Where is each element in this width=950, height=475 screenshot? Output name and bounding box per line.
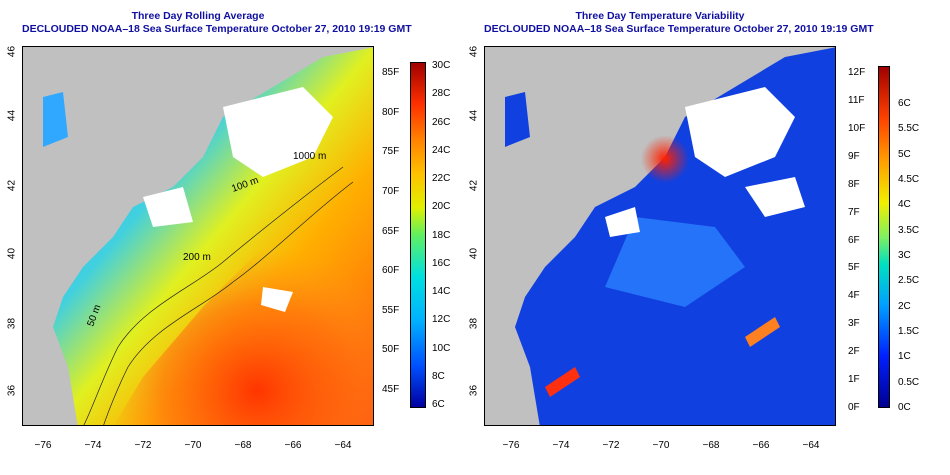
lon-label-66: −66 — [284, 440, 302, 451]
left-title-line2: DECLOUDED NOAA–18 Sea Surface Temperatur… — [22, 23, 412, 35]
colorbar-c-label: 26C — [432, 116, 451, 128]
colorbar-f-label: 70F — [382, 185, 400, 197]
colorbar-c-label: 4.5C — [898, 174, 920, 185]
colorbar-f-label: 50F — [382, 344, 400, 356]
lat-label-42: 42 — [468, 179, 480, 192]
cloud-mask — [605, 87, 805, 237]
colorbar-f-label: 1F — [848, 374, 860, 386]
colorbar-f-label: 12F — [848, 67, 866, 78]
colorbar-c-label: 8C — [432, 370, 445, 382]
lon-label-70: −70 — [184, 440, 202, 451]
colorbar-c-label: 20C — [432, 201, 451, 213]
colorbar-f-label: 75F — [382, 146, 400, 158]
colorbar-f-label: 3F — [848, 318, 860, 330]
colorbar-f-label: 6F — [848, 234, 860, 246]
lat-label-40: 40 — [6, 247, 18, 260]
colorbar-c-label: 5.5C — [898, 123, 920, 135]
lon-label-68: −68 — [702, 440, 720, 451]
colorbar-c-label: 10C — [432, 342, 451, 354]
colorbar-c-label: 4C — [898, 199, 911, 211]
right-title-line1: Three Day Temperature Variability — [575, 10, 745, 22]
lat-label-44: 44 — [6, 109, 18, 122]
sst-colorbar — [410, 62, 426, 408]
colorbar-f-label: 65F — [382, 225, 400, 237]
colorbar-f-label: 80F — [382, 106, 400, 118]
colorbar-f-label: 9F — [848, 150, 860, 162]
right-title-line2: DECLOUDED NOAA–18 Sea Surface Temperatur… — [484, 23, 874, 35]
colorbar-c-label: 6C — [898, 98, 911, 109]
lat-label-40: 40 — [468, 247, 480, 260]
cloud-mask — [143, 87, 333, 312]
colorbar-c-label: 3C — [898, 250, 911, 261]
colorbar-c-label: 1C — [898, 351, 911, 363]
left-title-line1: Three Day Rolling Average — [131, 10, 265, 22]
lat-label-38: 38 — [6, 317, 18, 330]
lon-label-68: −68 — [234, 440, 252, 451]
contour-label-1000m: 1000 m — [293, 151, 326, 162]
lon-label-76: −76 — [34, 440, 52, 451]
lon-label-74: −74 — [84, 440, 102, 451]
colorbar-f-label: 60F — [382, 265, 400, 277]
lon-label-72: −72 — [602, 440, 620, 451]
bathymetry-contours — [83, 166, 354, 425]
lat-label-46: 46 — [468, 45, 480, 58]
colorbar-c-label: 16C — [432, 257, 451, 269]
high-variability-hotspot — [625, 127, 705, 207]
colorbar-c-label: 18C — [432, 229, 451, 241]
colorbar-c-label: 24C — [432, 144, 451, 156]
variability-colorbar — [878, 66, 890, 408]
colorbar-c-label: 5C — [898, 148, 911, 160]
colorbar-c-label: 0.5C — [898, 376, 920, 388]
colorbar-c-label: 22C — [432, 173, 451, 184]
lon-label-72: −72 — [134, 440, 152, 451]
lon-label-76: −76 — [502, 440, 520, 451]
lat-label-36: 36 — [468, 384, 480, 397]
colorbar-f-label: 55F — [382, 304, 400, 316]
lat-label-42: 42 — [6, 179, 18, 192]
colorbar-c-label: 30C — [432, 60, 451, 71]
colorbar-c-label: 28C — [432, 88, 451, 100]
colorbar-f-label: 11F — [848, 94, 865, 106]
colorbar-f-label: 2F — [848, 346, 860, 358]
colorbar-c-label: 3.5C — [898, 224, 920, 236]
lat-label-46: 46 — [6, 45, 18, 58]
colorbar-f-label: 10F — [848, 122, 866, 134]
colorbar-c-label: 6C — [432, 399, 445, 410]
colorbar-c-label: 0C — [898, 402, 911, 413]
colorbar-f-label: 8F — [848, 178, 860, 190]
lat-label-36: 36 — [6, 384, 18, 397]
colorbar-f-label: 5F — [848, 262, 860, 274]
colorbar-f-label: 0F — [848, 402, 860, 413]
sst-average-map: 200 m 1000 m 50 m 100 m — [22, 46, 374, 426]
lat-label-44: 44 — [468, 109, 480, 122]
colorbar-c-label: 14C — [432, 286, 451, 297]
contour-label-200m: 200 m — [183, 252, 211, 263]
lon-label-64: −64 — [334, 440, 352, 451]
colorbar-c-label: 2C — [898, 300, 911, 312]
lon-label-70: −70 — [652, 440, 670, 451]
colorbar-c-label: 1.5C — [898, 326, 920, 337]
colorbar-f-label: 45F — [382, 384, 400, 395]
colorbar-f-label: 4F — [848, 290, 860, 302]
lat-label-38: 38 — [468, 317, 480, 330]
colorbar-c-label: 12C — [432, 314, 451, 326]
lon-label-64: −64 — [802, 440, 820, 451]
sst-variability-map — [484, 46, 836, 426]
colorbar-f-label: 7F — [848, 206, 860, 218]
colorbar-f-label: 85F — [382, 67, 400, 78]
colorbar-c-label: 2.5C — [898, 275, 920, 287]
lon-label-74: −74 — [552, 440, 570, 451]
lon-label-66: −66 — [752, 440, 770, 451]
